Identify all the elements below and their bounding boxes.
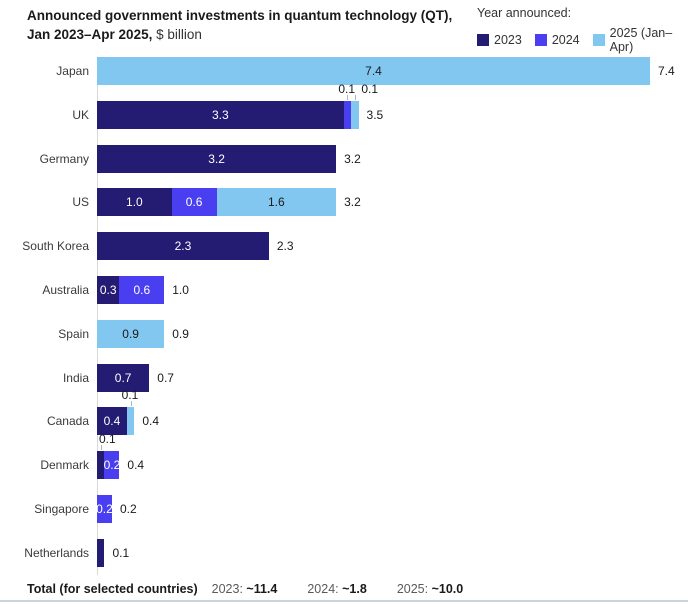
bar-segment-netherlands-2023 xyxy=(97,539,105,567)
bar-segment-denmark-2024: 0.2 xyxy=(103,451,121,479)
bar-segment-denmark-2023 xyxy=(97,451,105,479)
bar-segment-india-2023: 0.7 xyxy=(97,364,150,392)
bar-value-label: 1.0 xyxy=(126,195,143,209)
bar-total-label-spain: 0.9 xyxy=(172,327,189,341)
bar-value-label: 3.3 xyxy=(211,108,229,122)
footer-value-2025: ~10.0 xyxy=(431,582,464,596)
category-label-australia: Australia xyxy=(42,283,89,297)
legend-item-label: 2023 xyxy=(494,33,522,47)
bar-total-label-netherlands: 0.1 xyxy=(112,546,130,560)
bar-value-label: 1.6 xyxy=(268,195,285,209)
legend-item-2024: 2024 xyxy=(534,33,580,47)
bar-value-label: 0.4 xyxy=(103,414,121,428)
footer-value-2024: ~1.8 xyxy=(342,582,367,596)
bar-segment-australia-2023: 0.3 xyxy=(97,276,120,304)
bar-callout-label: 0.1 xyxy=(121,388,139,402)
bar-value-label: 0.3 xyxy=(99,283,117,297)
bar-total-label-india: 0.7 xyxy=(157,371,174,385)
bar-segment-uk-2025-jan-apr- xyxy=(351,101,359,129)
callout-leader-line xyxy=(355,95,356,100)
footer-year-2024: 2024: xyxy=(307,582,339,596)
bar-value-label: 0.9 xyxy=(122,327,139,341)
category-label-uk: UK xyxy=(72,108,89,122)
legend-item-2023: 2023 xyxy=(477,33,522,47)
callout-leader-line xyxy=(347,95,348,100)
footer-total-2023: 2023: ~11.4 xyxy=(212,582,278,596)
bar-callout-label: 0.1 xyxy=(361,82,379,96)
bar-value-label: 0.6 xyxy=(185,195,203,209)
bottom-divider xyxy=(0,600,688,602)
chart-footer: Total (for selected countries) 2023: ~11… xyxy=(27,582,667,596)
footer-total-label: Total (for selected countries) xyxy=(27,582,198,596)
chart-legend: Year announced: 2023 2024 2025 (Jan–Apr) xyxy=(477,6,688,54)
chart-title-line1: Announced government investments in quan… xyxy=(27,8,453,23)
legend-swatch-icon xyxy=(477,34,489,46)
bar-total-label-south-korea: 2.3 xyxy=(276,239,294,253)
category-label-japan: Japan xyxy=(56,64,89,78)
chart-title: Announced government investments in quan… xyxy=(27,6,457,44)
bar-segment-south-korea-2023: 2.3 xyxy=(97,232,269,260)
category-label-canada: Canada xyxy=(46,414,89,428)
bar-total-label-singapore: 0.2 xyxy=(119,502,137,516)
footer-value-2023: ~11.4 xyxy=(246,582,278,596)
category-label-denmark: Denmark xyxy=(40,458,89,472)
bar-total-label-canada: 0.4 xyxy=(142,414,160,428)
category-label-netherlands: Netherlands xyxy=(24,546,89,560)
legend-title: Year announced: xyxy=(477,6,572,20)
chart-title-line2: Jan 2023–Apr 2025, xyxy=(27,27,153,42)
footer-year-2025: 2025: xyxy=(396,582,429,596)
legend-item-label: 2025 (Jan–Apr) xyxy=(609,26,673,54)
bar-segment-us-2025-jan-apr-: 1.6 xyxy=(216,188,337,216)
category-label-germany: Germany xyxy=(39,152,89,166)
category-label-singapore: Singapore xyxy=(34,502,89,516)
bar-value-label: 0.2 xyxy=(96,502,113,516)
legend-swatch-icon xyxy=(592,34,605,46)
bar-segment-uk-2024 xyxy=(343,101,352,129)
bar-value-label: 3.2 xyxy=(208,152,225,166)
bar-segment-us-2023: 1.0 xyxy=(97,188,172,216)
bar-segment-canada-2023: 0.4 xyxy=(97,407,127,435)
bar-total-label-uk: 3.5 xyxy=(366,108,384,122)
bar-segment-japan-2025-jan-apr-: 7.4 xyxy=(97,57,650,85)
bar-segment-germany-2023: 3.2 xyxy=(97,145,337,173)
bar-segment-singapore-2024: 0.2 xyxy=(96,495,113,523)
legend-swatch-icon xyxy=(534,34,547,46)
category-label-spain: Spain xyxy=(58,327,89,341)
bar-value-label: 0.7 xyxy=(114,371,132,385)
bar-value-label: 0.6 xyxy=(133,283,151,297)
y-axis-line xyxy=(97,57,98,575)
footer-year-2023: 2023: xyxy=(211,582,243,596)
bar-total-label-germany: 3.2 xyxy=(344,152,361,166)
legend-items: 2023 2024 2025 (Jan–Apr) xyxy=(477,26,688,54)
legend-item-2025-jan-apr-: 2025 (Jan–Apr) xyxy=(592,26,688,54)
bar-segment-spain-2025-jan-apr-: 0.9 xyxy=(97,320,165,348)
bar-total-label-australia: 1.0 xyxy=(172,283,189,297)
callout-leader-line xyxy=(131,401,132,406)
category-label-us: US xyxy=(72,195,89,209)
category-label-south-korea: South Korea xyxy=(22,239,89,253)
callout-leader-line xyxy=(101,445,102,450)
footer-total-2025: 2025: ~10.0 xyxy=(397,582,463,596)
legend-item-label: 2024 xyxy=(551,33,580,47)
category-label-india: India xyxy=(62,371,89,385)
bar-total-label-japan: 7.4 xyxy=(658,64,675,78)
bar-callout-label: 0.1 xyxy=(338,82,356,96)
bar-value-label: 0.2 xyxy=(103,458,121,472)
bar-total-label-us: 3.2 xyxy=(344,195,361,209)
bar-segment-uk-2023: 3.3 xyxy=(97,101,344,129)
chart-title-unit: $ billion xyxy=(152,27,202,42)
bar-value-label: 7.4 xyxy=(365,64,382,78)
bar-callout-label: 0.1 xyxy=(99,432,116,446)
bar-total-label-denmark: 0.4 xyxy=(127,458,145,472)
bar-segment-us-2024: 0.6 xyxy=(171,188,217,216)
bar-segment-canada-2025-jan-apr- xyxy=(126,407,135,435)
bar-segment-australia-2024: 0.6 xyxy=(119,276,165,304)
footer-total-2024: 2024: ~1.8 xyxy=(307,582,366,596)
bar-value-label: 2.3 xyxy=(174,239,192,253)
